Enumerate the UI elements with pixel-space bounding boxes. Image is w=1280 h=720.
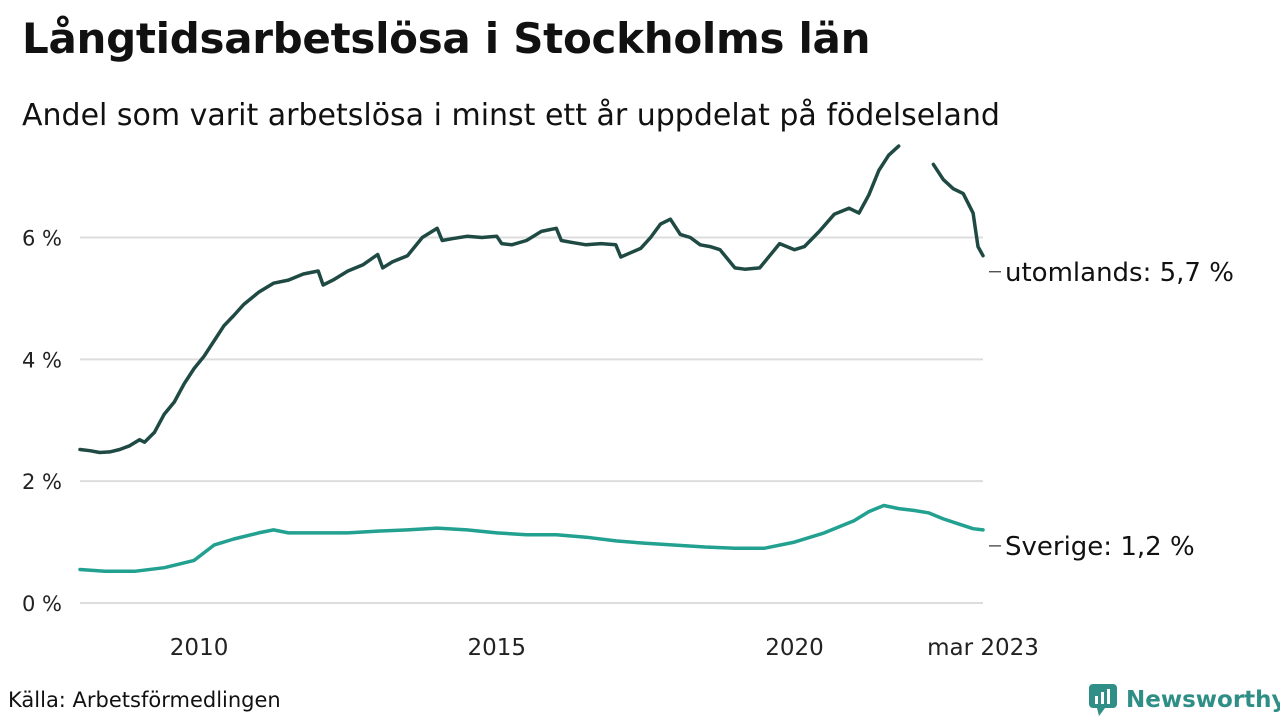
- series-end-labels: utomlands: 5,7 % Sverige: 1,2 %: [989, 258, 1234, 562]
- chart-subtitle: Andel som varit arbetslösa i minst ett å…: [22, 98, 1000, 133]
- newsworthy-logo: Newsworthy: [1088, 683, 1280, 717]
- y-tick-label: 6 %: [22, 226, 62, 250]
- x-tick-label: 2010: [170, 635, 229, 661]
- y-axis-ticks: 0 % 2 % 4 % 6 %: [22, 226, 62, 616]
- x-axis-ticks: 2010 2015 2020 mar 2023: [170, 635, 1039, 661]
- y-tick-label: 0 %: [22, 592, 62, 616]
- series-line-utomlands: [78, 144, 985, 455]
- x-tick-label: 2015: [467, 635, 526, 661]
- end-label-sverige: Sverige: 1,2 %: [1005, 532, 1195, 562]
- end-label-utomlands: utomlands: 5,7 %: [1005, 258, 1234, 288]
- brand-name: Newsworthy: [1126, 687, 1280, 713]
- y-tick-label: 2 %: [22, 470, 62, 494]
- series-lines: [78, 144, 985, 574]
- chart-title: Långtidsarbetslösa i Stockholms län: [22, 14, 871, 63]
- newsworthy-icon: [1089, 684, 1117, 716]
- gridlines: [80, 236, 983, 604]
- x-tick-label: mar 2023: [927, 635, 1039, 661]
- source-note: Källa: Arbetsförmedlingen: [8, 688, 281, 712]
- series-line-sverige: [78, 503, 985, 574]
- y-tick-label: 4 %: [22, 348, 62, 372]
- x-tick-label: 2020: [765, 635, 824, 661]
